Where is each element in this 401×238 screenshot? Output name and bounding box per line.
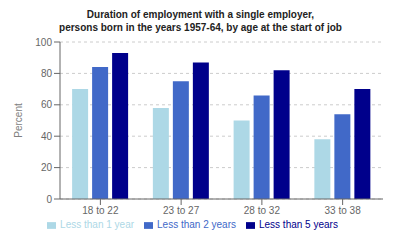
html-text:persons born in the years 1957: persons born in the years 1957-64, by ag… [59, 22, 342, 33]
svg-text:Percent: Percent [13, 103, 24, 138]
html-text:Less than 5 years: Less than 5 years [259, 219, 338, 230]
svg-text:80: 80 [41, 68, 53, 79]
html-text:Less than 1 year: Less than 1 year [60, 219, 134, 230]
html-text:Duration of employment with a: Duration of employment with a single emp… [86, 9, 315, 20]
svg-text:40: 40 [41, 131, 53, 142]
svg-text:23 to 27: 23 to 27 [163, 205, 200, 216]
html-text:Less than 2 years: Less than 2 years [157, 219, 236, 230]
svg-text:33 to 38: 33 to 38 [325, 205, 362, 216]
svg-text:28 to 32: 28 to 32 [244, 205, 281, 216]
svg-text:20: 20 [41, 162, 53, 173]
svg-text:60: 60 [41, 99, 53, 110]
svg-text:18 to 22: 18 to 22 [82, 205, 119, 216]
svg-text:0: 0 [46, 194, 52, 205]
svg-text:100: 100 [35, 37, 52, 48]
